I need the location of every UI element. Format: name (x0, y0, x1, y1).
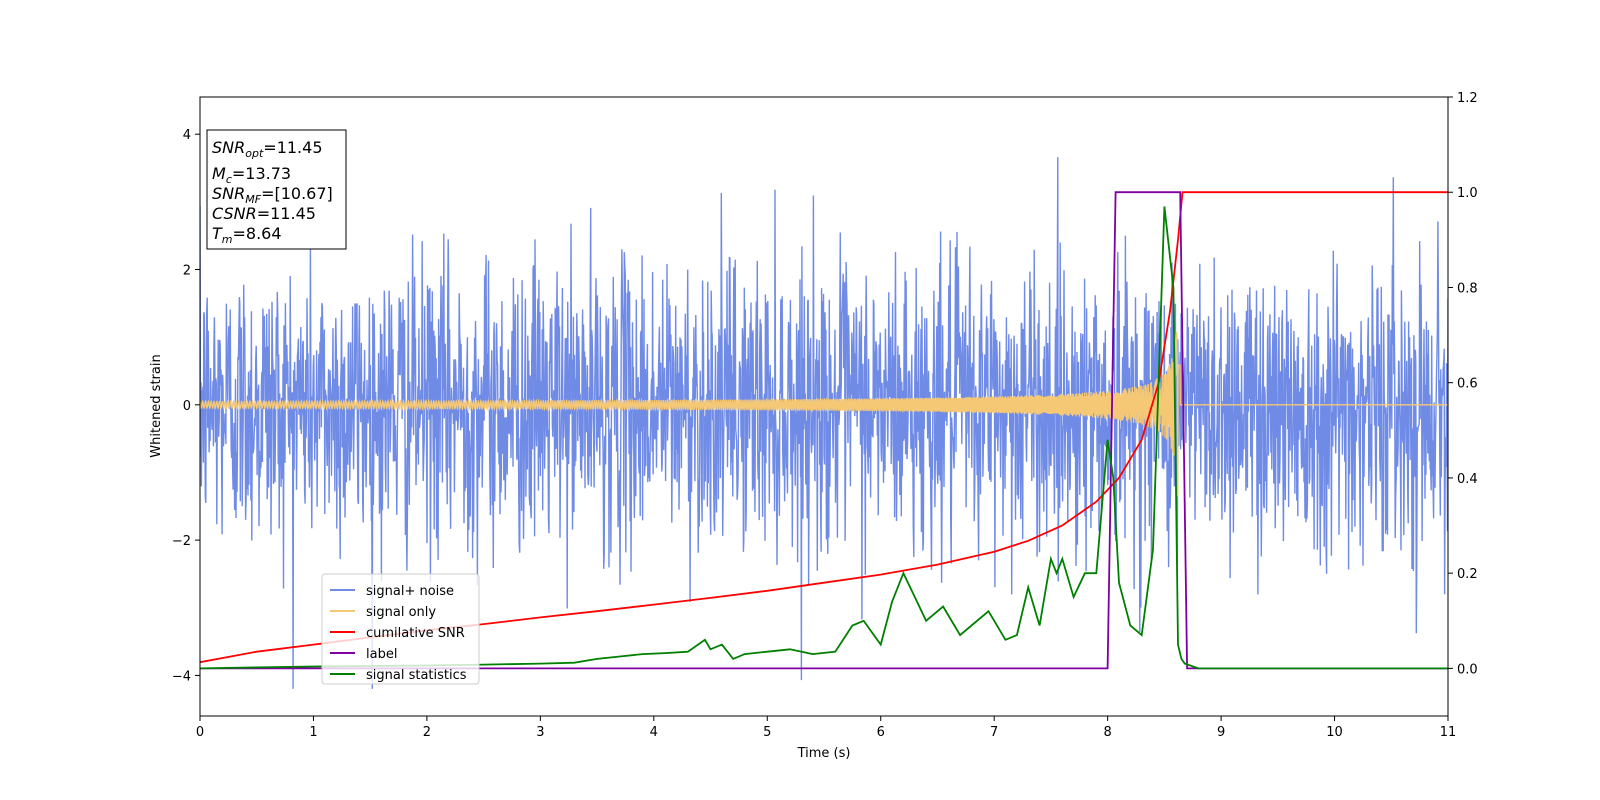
series-signal-noise (200, 157, 1448, 689)
y-right-tick-label: 1.0 (1457, 186, 1478, 201)
y-axis-label: Whitened strain (149, 354, 164, 457)
y-left-tick-label: 4 (183, 128, 191, 143)
x-tick-label: 3 (536, 725, 544, 740)
y-right-tick-label: 0.6 (1457, 377, 1478, 392)
y-right-tick-label: 0.8 (1457, 281, 1478, 296)
x-tick-label: 6 (877, 725, 885, 740)
legend-label: label (366, 647, 397, 662)
y-axis-right: 0.0 0.2 0.4 0.6 0.8 1.0 1.2 (1448, 91, 1478, 677)
y-left-tick-label: 2 (183, 264, 191, 279)
x-tick-label: 0 (196, 725, 204, 740)
x-tick-label: 1 (309, 725, 317, 740)
x-tick-label: 4 (650, 725, 658, 740)
x-axis: 0 1 2 3 4 5 6 7 8 9 10 11 (196, 716, 1456, 740)
x-tick-label: 9 (1217, 725, 1225, 740)
y-axis-left: −4 −2 0 2 4 (172, 128, 200, 684)
x-tick-label: 7 (990, 725, 998, 740)
series-signal-statistics (200, 206, 1448, 670)
info-csnr: CSNR=11.45 (212, 204, 316, 223)
legend-label: signal statistics (366, 668, 467, 683)
info-tm: Tm=8.64 (212, 224, 282, 246)
legend: signal+ noise signal only cumilative SNR la… (321, 573, 480, 685)
plot-frame (199, 96, 1449, 717)
x-tick-label: 8 (1103, 725, 1111, 740)
info-mc: Mc=13.73 (212, 164, 291, 186)
legend-label: signal+ noise (366, 584, 454, 599)
x-axis-label: Time (s) (797, 746, 851, 761)
y-left-tick-label: 0 (183, 399, 191, 414)
legend-label: signal only (366, 605, 436, 620)
series-signal-only (200, 331, 1448, 497)
x-tick-label: 5 (763, 725, 771, 740)
y-right-tick-label: 0.4 (1457, 472, 1478, 487)
y-right-tick-label: 0.2 (1457, 567, 1478, 582)
info-snr-mf: SNRMF=[10.67] (212, 184, 333, 206)
y-left-tick-label: −4 (172, 669, 191, 684)
info-box: SNRopt=11.45 Mc=13.73 SNRMF=[10.67] CSNR… (206, 129, 347, 250)
y-right-tick-label: 0.0 (1457, 662, 1478, 677)
x-tick-label: 2 (423, 725, 431, 740)
y-right-tick-label: 1.2 (1457, 91, 1478, 106)
legend-label: cumilative SNR (366, 626, 465, 641)
info-snr-opt: SNRopt=11.45 (212, 138, 323, 160)
x-tick-label: 11 (1440, 725, 1457, 740)
x-tick-label: 10 (1326, 725, 1343, 740)
y-left-tick-label: −2 (172, 534, 191, 549)
